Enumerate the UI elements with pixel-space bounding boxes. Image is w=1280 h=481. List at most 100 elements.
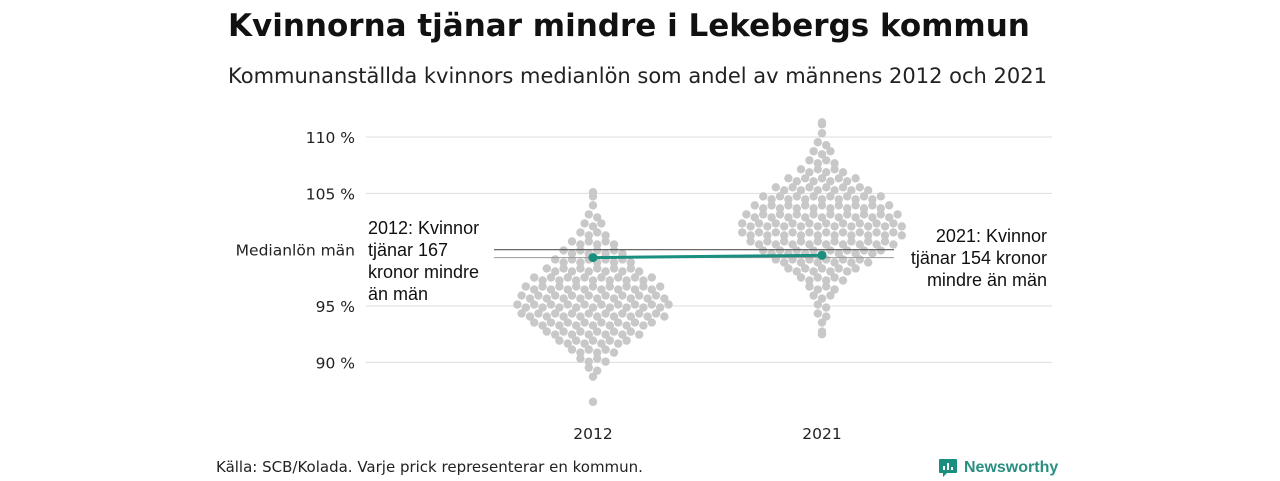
- dot: [817, 195, 827, 204]
- dot: [647, 300, 656, 309]
- dot: [809, 210, 818, 219]
- dot: [614, 285, 623, 294]
- dot: [576, 228, 585, 237]
- dot: [626, 264, 635, 273]
- dot: [525, 294, 535, 303]
- dot: [868, 249, 877, 258]
- dot: [817, 213, 827, 222]
- dot: [851, 249, 860, 258]
- dot: [826, 177, 835, 186]
- dot: [830, 273, 839, 282]
- dot: [796, 231, 806, 240]
- dot: [834, 264, 843, 273]
- dot: [813, 138, 822, 147]
- dot: [576, 258, 585, 267]
- dot: [576, 354, 585, 363]
- dot: [647, 285, 656, 294]
- dot: [826, 147, 835, 156]
- dot: [643, 294, 652, 303]
- x-tick-label: 2012: [573, 425, 612, 443]
- dot: [813, 186, 822, 195]
- dot: [601, 357, 610, 366]
- dot: [622, 282, 631, 291]
- y-tick-label: 110 %: [306, 129, 355, 147]
- dot: [817, 118, 827, 127]
- dot: [614, 318, 623, 327]
- dot: [838, 276, 848, 285]
- dot: [622, 303, 631, 312]
- dot: [593, 327, 602, 336]
- dot: [859, 246, 869, 255]
- dot: [822, 219, 831, 228]
- dot: [813, 273, 822, 282]
- dot: [593, 294, 602, 303]
- dot: [635, 291, 644, 300]
- dot: [664, 300, 673, 309]
- dot: [555, 336, 564, 345]
- dot: [588, 321, 598, 330]
- dot: [792, 177, 801, 186]
- brand-logo[interactable]: Newsworthy: [938, 455, 1058, 481]
- dot: [830, 159, 839, 168]
- dot: [534, 291, 543, 300]
- dot: [813, 159, 822, 168]
- dot: [597, 219, 606, 228]
- dot: [609, 327, 619, 336]
- dot: [805, 228, 814, 237]
- dot: [584, 267, 593, 276]
- dot: [551, 267, 560, 276]
- dot: [847, 231, 856, 240]
- dot: [593, 246, 602, 255]
- dot: [796, 258, 806, 267]
- dot: [546, 273, 556, 282]
- dot: [843, 177, 852, 186]
- dot: [864, 222, 873, 231]
- dot: [738, 219, 747, 228]
- y-tick-label: 105 %: [306, 185, 355, 203]
- dot: [830, 165, 839, 174]
- dot: [618, 330, 627, 339]
- dot: [597, 318, 606, 327]
- dot: [834, 174, 843, 183]
- dot: [588, 188, 598, 197]
- dot: [817, 318, 827, 327]
- dot: [805, 219, 814, 228]
- dot: [809, 246, 818, 255]
- dot: [584, 231, 593, 240]
- annotation-2021: tjänar 154 kronor: [911, 248, 1047, 268]
- dot: [876, 210, 885, 219]
- dot: [567, 291, 577, 300]
- dot: [555, 321, 564, 330]
- dot: [855, 255, 864, 264]
- dot: [809, 192, 818, 201]
- dot: [605, 321, 614, 330]
- dot: [551, 330, 560, 339]
- dot: [826, 267, 835, 276]
- dot: [639, 321, 648, 330]
- dot: [551, 291, 560, 300]
- dot: [555, 276, 564, 285]
- dot: [660, 312, 669, 321]
- dot: [588, 282, 598, 291]
- dot: [630, 285, 640, 294]
- dot: [584, 237, 593, 246]
- dot: [838, 183, 848, 192]
- dot: [796, 165, 806, 174]
- dot: [851, 195, 860, 204]
- dot: [614, 273, 623, 282]
- dot: [542, 327, 551, 336]
- dot: [851, 201, 860, 210]
- dot: [605, 282, 614, 291]
- dot: [822, 303, 831, 312]
- dot: [563, 273, 572, 282]
- dot: [588, 372, 598, 381]
- dot: [559, 246, 568, 255]
- dot: [538, 303, 547, 312]
- dot: [584, 357, 593, 366]
- dot: [796, 186, 806, 195]
- dot: [780, 258, 789, 267]
- dot: [750, 213, 759, 222]
- dot: [788, 219, 797, 228]
- dot: [822, 156, 831, 165]
- dot: [559, 258, 568, 267]
